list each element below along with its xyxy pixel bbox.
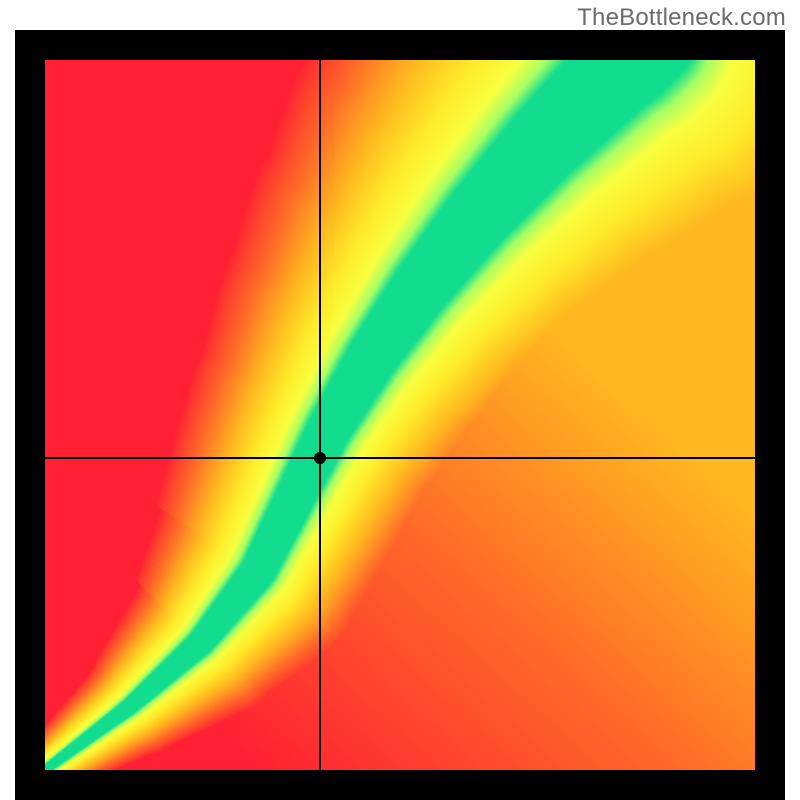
chart-outer-frame bbox=[15, 30, 785, 800]
watermark-text: TheBottleneck.com bbox=[577, 4, 786, 32]
crosshair-horizontal bbox=[45, 457, 755, 459]
crosshair-marker-dot bbox=[314, 452, 326, 464]
crosshair-vertical bbox=[319, 60, 321, 770]
bottleneck-heatmap bbox=[45, 60, 755, 770]
